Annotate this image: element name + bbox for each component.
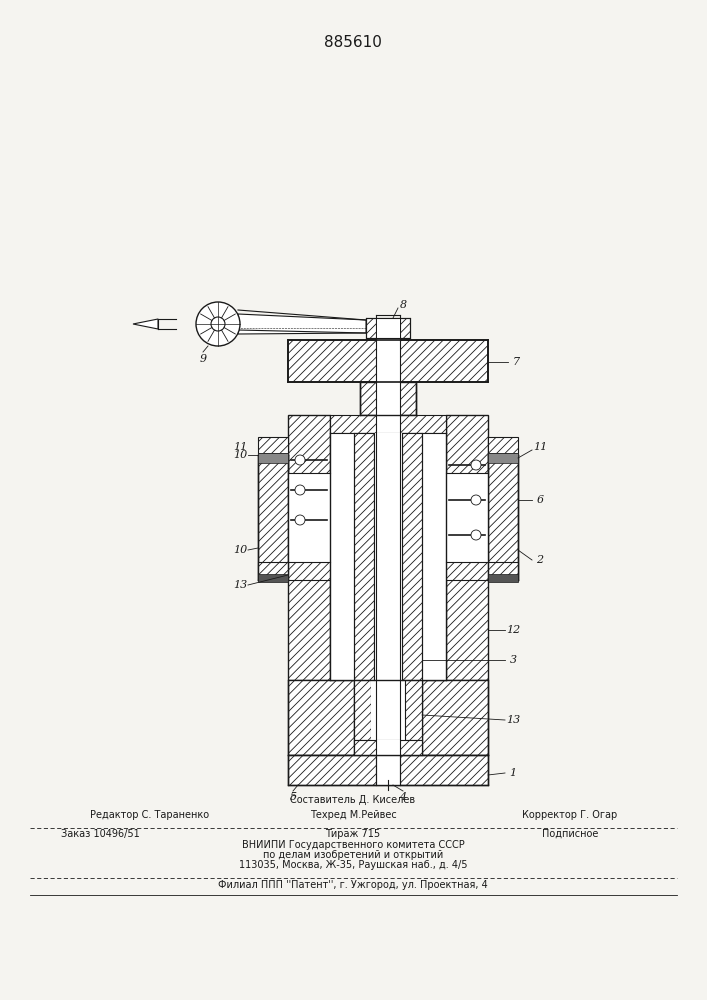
Text: 6: 6 (537, 495, 544, 505)
Bar (258, 574, 288, 582)
Text: 885610: 885610 (324, 35, 382, 50)
Bar (488, 437, 518, 455)
Text: 8: 8 (399, 300, 407, 310)
Text: 10: 10 (233, 545, 247, 555)
Circle shape (295, 515, 305, 525)
Polygon shape (238, 314, 366, 334)
Text: 5: 5 (289, 792, 296, 802)
Polygon shape (133, 319, 158, 329)
Text: 10: 10 (233, 450, 247, 460)
Bar (376, 382, 400, 415)
Text: ВНИИПИ Государственного комитета СССР: ВНИИПИ Государственного комитета СССР (242, 840, 464, 850)
Text: 1: 1 (510, 768, 517, 778)
Text: 113035, Москва, Ж-35, Раушская наб., д. 4/5: 113035, Москва, Ж-35, Раушская наб., д. … (239, 860, 467, 870)
Bar (376, 335, 400, 382)
Text: 7: 7 (513, 357, 520, 367)
Bar (376, 318, 400, 338)
Bar (488, 453, 518, 463)
Bar (488, 574, 518, 582)
Bar (354, 433, 374, 680)
Text: 2: 2 (537, 555, 544, 565)
Text: Заказ 10496/51: Заказ 10496/51 (61, 829, 139, 839)
Bar (446, 555, 488, 580)
Bar (258, 453, 288, 461)
Bar (376, 740, 400, 755)
Circle shape (471, 460, 481, 470)
Bar (258, 437, 288, 455)
Bar (288, 755, 488, 785)
Bar (376, 755, 400, 785)
Bar (488, 455, 518, 580)
Text: 12: 12 (506, 625, 520, 635)
Bar (446, 415, 488, 680)
Bar (258, 455, 288, 580)
Bar (288, 415, 330, 680)
Bar (354, 680, 422, 755)
Bar (446, 473, 488, 562)
Text: 13: 13 (233, 580, 247, 590)
Bar (288, 555, 330, 580)
Circle shape (295, 485, 305, 495)
Text: 9: 9 (199, 354, 206, 364)
Circle shape (295, 455, 305, 465)
Text: Составитель Д. Киселев: Составитель Д. Киселев (291, 795, 416, 805)
Bar (330, 433, 446, 680)
Bar (288, 340, 488, 382)
Bar (488, 453, 518, 461)
Bar (330, 415, 446, 433)
Bar (258, 562, 288, 580)
Bar (288, 473, 330, 562)
Text: 11: 11 (533, 442, 547, 452)
Text: Филиал ППП ''Патент'', г. Ужгород, ул. Проектная, 4: Филиал ППП ''Патент'', г. Ужгород, ул. П… (218, 880, 488, 890)
Text: по делам изобретений и открытий: по делам изобретений и открытий (263, 850, 443, 860)
Bar (405, 680, 422, 740)
Bar (258, 453, 288, 463)
Circle shape (211, 317, 225, 331)
Text: Корректор Г. Огар: Корректор Г. Огар (522, 810, 618, 820)
Text: Техред М.Рейвес: Техред М.Рейвес (310, 810, 397, 820)
Bar (371, 680, 388, 740)
Bar (374, 433, 402, 680)
Bar (354, 680, 371, 740)
Circle shape (196, 302, 240, 346)
Text: Подписное: Подписное (542, 829, 598, 839)
Bar (376, 415, 400, 433)
Bar (288, 680, 354, 755)
Bar (366, 318, 410, 338)
Text: Редактор С. Тараненко: Редактор С. Тараненко (90, 810, 209, 820)
Circle shape (471, 495, 481, 505)
Text: 3: 3 (510, 655, 517, 665)
Bar (354, 740, 422, 755)
Bar (360, 382, 416, 415)
Bar (488, 562, 518, 580)
Text: 11: 11 (233, 442, 247, 452)
Text: Тираж 715: Тираж 715 (325, 829, 380, 839)
Bar (422, 680, 488, 755)
Text: 4: 4 (399, 792, 407, 802)
Bar (402, 433, 422, 680)
Circle shape (471, 530, 481, 540)
Text: 13: 13 (506, 715, 520, 725)
